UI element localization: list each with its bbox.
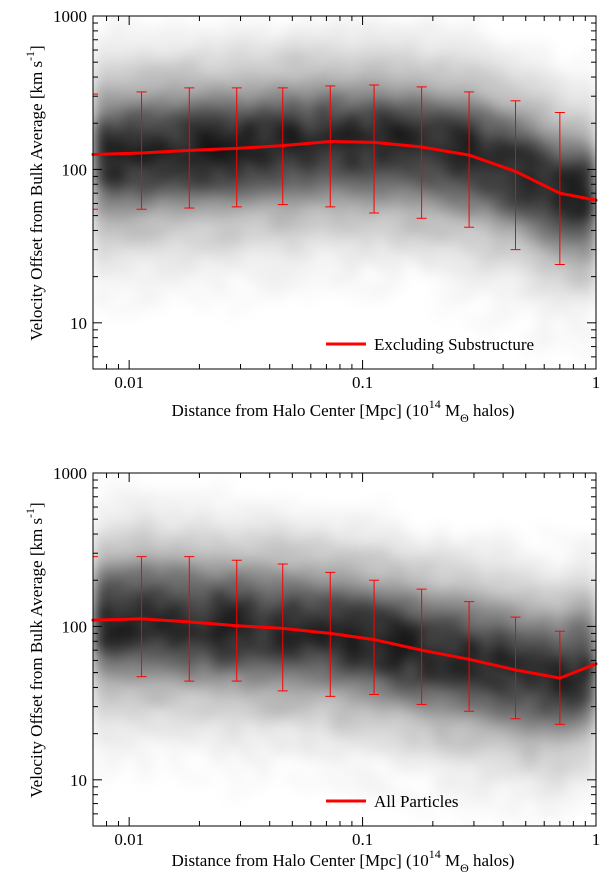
data-point xyxy=(140,151,143,155)
data-point xyxy=(235,624,239,628)
density-map-top xyxy=(93,16,596,344)
series-line-excluding-substructure xyxy=(93,139,596,202)
series-line-all-particles xyxy=(93,617,596,680)
data-point xyxy=(467,657,471,661)
data-point xyxy=(558,191,562,195)
density-map-bottom xyxy=(93,490,596,818)
data-point xyxy=(514,668,517,672)
data-point xyxy=(281,144,285,148)
panel-top: 0.01 0.1 1 10 100 1000 Excluding Substructure… xyxy=(23,7,600,425)
data-point xyxy=(372,140,376,144)
panel-bottom: 0.01 0.1 1 10 100 1000 All Particles Distance… xyxy=(23,464,600,875)
data-point xyxy=(187,620,191,624)
x-tick-label: 0.01 xyxy=(114,373,144,392)
errorbars-top xyxy=(93,84,565,265)
legend-label-top: Excluding Substructure xyxy=(374,335,534,354)
x-tick-label: 0.01 xyxy=(114,830,144,849)
y-tick-label: 100 xyxy=(62,160,88,179)
x-axis-label-top: Distance from Halo Center [Mpc] (1014 MΘ… xyxy=(171,397,514,425)
data-point xyxy=(328,140,332,143)
y-tick-label: 1000 xyxy=(53,464,87,483)
data-point xyxy=(140,617,143,621)
y-tick-label: 1000 xyxy=(53,7,87,26)
y-tick-label: 100 xyxy=(62,617,88,636)
y-axis-label-bottom: Velocity Offset from Bulk Average [km s-… xyxy=(23,502,46,797)
x-tick-label: 1 xyxy=(592,830,601,849)
legend-label-bottom: All Particles xyxy=(374,792,459,811)
y-tick-label: 10 xyxy=(70,314,87,333)
y-tick-label: 10 xyxy=(70,771,87,790)
legend-top: Excluding Substructure xyxy=(326,335,534,354)
x-tick-label: 0.1 xyxy=(352,830,373,849)
x-axis-label-bottom: Distance from Halo Center [Mpc] (1014 MΘ… xyxy=(171,847,514,875)
data-point xyxy=(467,153,471,157)
series-points-top xyxy=(91,140,598,202)
axis-ticks-top: 0.01 0.1 1 10 100 1000 xyxy=(53,7,600,392)
data-point xyxy=(235,146,239,150)
legend-bottom: All Particles xyxy=(326,792,459,811)
data-point xyxy=(372,638,376,642)
data-point xyxy=(328,631,332,635)
x-tick-label: 1 xyxy=(592,373,601,392)
y-axis-label-top: Velocity Offset from Bulk Average [km s-… xyxy=(23,45,46,340)
data-point xyxy=(558,676,562,680)
data-point xyxy=(187,148,191,152)
data-point xyxy=(514,169,517,173)
data-point xyxy=(420,648,424,652)
data-point xyxy=(281,626,285,630)
plot-frame-top xyxy=(92,15,597,370)
axis-ticks-bottom: 0.01 0.1 1 10 100 1000 xyxy=(53,464,600,849)
data-point xyxy=(420,145,424,149)
x-tick-label: 0.1 xyxy=(352,373,373,392)
plot-frame-bottom xyxy=(92,472,597,827)
